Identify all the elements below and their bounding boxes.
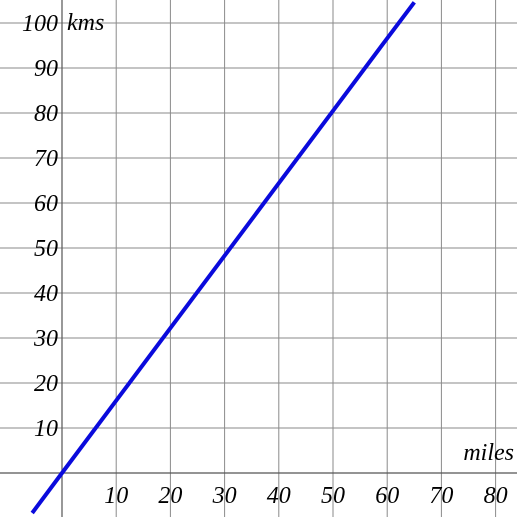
x-tick-label-30: 30 <box>212 483 237 509</box>
y-tick-label-60: 60 <box>34 191 58 217</box>
x-tick-label-70: 70 <box>429 483 453 509</box>
y-axis-label: kms <box>67 10 104 36</box>
y-tick-label-50: 50 <box>34 236 58 262</box>
y-tick-label-80: 80 <box>34 101 58 127</box>
y-tick-label-70: 70 <box>34 146 58 172</box>
y-tick-label-40: 40 <box>34 281 58 307</box>
x-tick-label-60: 60 <box>375 483 399 509</box>
y-tick-label-90: 90 <box>34 56 58 82</box>
series-layer <box>30 1 416 515</box>
x-tick-label-80: 80 <box>484 483 508 509</box>
x-axis-label: miles <box>463 440 514 466</box>
x-tick-label-20: 20 <box>158 483 182 509</box>
y-tick-label-20: 20 <box>34 371 58 397</box>
series-line-0 <box>30 1 416 515</box>
x-tick-label-10: 10 <box>104 483 128 509</box>
y-tick-label-100: 100 <box>22 11 58 37</box>
tick-labels: 10 20 30 40 50 60 70 80 10 20 30 40 50 60 70 80 90 100 <box>22 11 508 509</box>
y-tick-label-10: 10 <box>34 416 58 442</box>
y-tick-label-30: 30 <box>33 326 58 352</box>
x-tick-label-40: 40 <box>267 483 291 509</box>
x-tick-label-50: 50 <box>321 483 345 509</box>
